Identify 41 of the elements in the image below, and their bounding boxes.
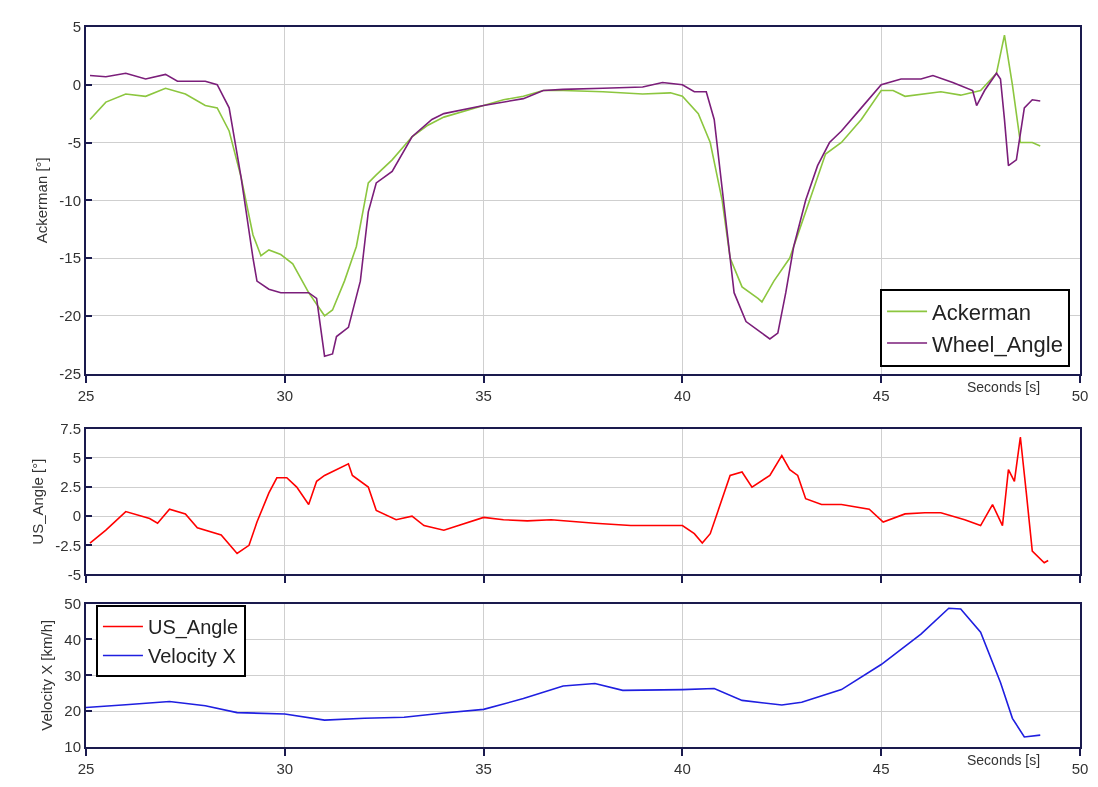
legend-label: Wheel_Angle <box>932 331 1063 357</box>
y-tick-label: 0 <box>72 76 81 94</box>
x-axis-title: Seconds [s] <box>967 752 1041 768</box>
x-tick-label: 40 <box>674 386 691 404</box>
x-tick-label: 50 <box>1071 386 1089 404</box>
y-tick-label: -5 <box>67 565 81 583</box>
x-axis-title: Seconds [s] <box>967 379 1041 395</box>
x-tick-label: 35 <box>475 760 492 777</box>
x-tick-label: 50 <box>1071 760 1089 777</box>
y-tick-label: -25 <box>59 364 81 382</box>
x-tick-label: 40 <box>674 760 691 777</box>
y-tick-label: 10 <box>64 738 81 756</box>
legend-label: Velocity X <box>147 645 236 668</box>
x-tick-label: 30 <box>276 386 294 404</box>
y-tick-label: 0 <box>72 507 81 525</box>
y-tick-label: -10 <box>59 191 81 209</box>
y-tick-label: 20 <box>64 702 81 720</box>
y-tick-label: -5 <box>67 133 81 151</box>
y-tick-label: 30 <box>64 666 81 684</box>
x-tick-label: 45 <box>872 760 890 777</box>
y-tick-label: 50 <box>64 594 81 612</box>
y-tick-label: 5 <box>72 449 81 467</box>
y-tick-label: -2.5 <box>55 536 81 554</box>
y-tick-label: 2.5 <box>60 478 81 496</box>
legend-label: Ackerman <box>932 299 1032 325</box>
x-tick-label: 25 <box>77 760 95 777</box>
x-tick-label: 45 <box>872 386 890 404</box>
x-tick-label: 25 <box>77 386 95 404</box>
y-tick-label: 5 <box>72 18 81 36</box>
y-tick-label: 7.5 <box>60 420 81 438</box>
x-tick-label: 30 <box>276 760 294 777</box>
y-axis-title: Ackerman [°] <box>33 157 51 244</box>
line-series <box>89 436 1049 564</box>
line-series <box>86 607 1042 738</box>
y-tick-label: 40 <box>64 630 81 648</box>
legend-label: US_Angle <box>147 616 238 640</box>
y-tick-label: -15 <box>59 249 81 267</box>
y-axis-title: US_Angle [°] <box>28 458 46 545</box>
x-tick-label: 35 <box>475 386 492 404</box>
y-tick-label: -20 <box>59 307 81 325</box>
y-axis-title: Velocity X [km/h] <box>38 619 56 731</box>
